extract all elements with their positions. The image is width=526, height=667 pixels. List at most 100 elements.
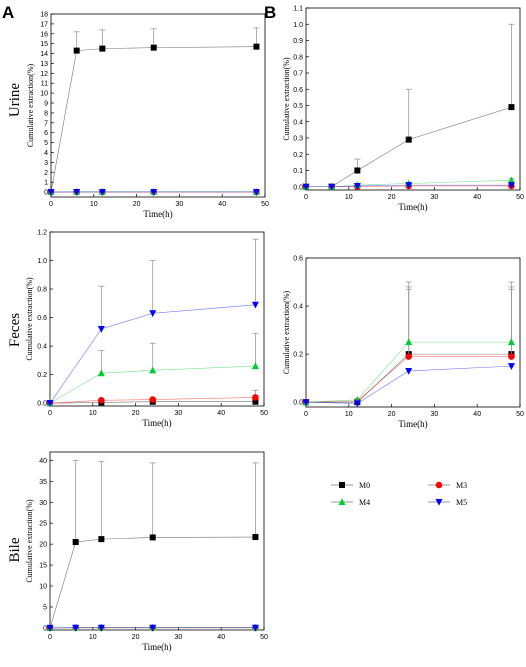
data-point [149,396,157,403]
series-m5 [302,182,515,191]
data-point [99,45,106,52]
legend-label: M3 [456,481,467,490]
y-tick-label: 8 [44,110,48,117]
series-m5 [47,188,260,196]
y-tick-label: 0.8 [37,287,47,294]
data-point [252,188,260,196]
y-tick-label: 16 [40,31,48,38]
y-tick-label: 15 [39,563,47,570]
y-tick-label: 0.2 [37,372,47,379]
data-point [405,353,413,360]
data-point [47,189,55,196]
x-axis-label: Time(h) [142,418,171,428]
x-tick-label: 40 [218,201,226,208]
data-point [73,188,81,196]
data-point [302,399,310,406]
legend-item-m3: M3 [428,481,467,490]
data-point [149,366,157,374]
chart-a-urine: 0 10 20 30 40 500123456789101112131415161718T… [26,12,269,220]
x-tick-label: 30 [176,201,184,208]
plot-area: 0 10 20 30 40 500123456789101112131415161718T… [25,6,524,653]
x-tick-label: 50 [261,201,269,208]
y-tick-label: 18 [40,12,48,19]
x-tick-label: 0 [48,410,52,417]
y-tick-label: 0.6 [293,256,303,263]
x-tick-label: 0 [48,634,52,641]
legend-marker [339,482,345,488]
data-point [251,362,259,370]
series-line [50,46,257,193]
data-point [405,136,412,143]
data-point [252,398,259,405]
y-tick-label: 0.0 [293,400,303,407]
y-tick-label: 0 [43,625,47,632]
x-tick-label: 30 [175,634,183,641]
data-point [507,338,515,346]
plot-frame [305,257,521,408]
plot-frame [50,13,266,198]
data-point [354,167,361,174]
y-tick-label: 0.2 [293,152,303,159]
data-point [405,338,413,346]
y-axis-label: Cumulative extraction(%) [26,64,35,148]
x-tick-label: 10 [345,194,353,201]
y-tick-label: 10 [39,584,47,591]
legend-label: M5 [456,498,467,507]
series-m5 [46,624,259,632]
data-point [302,183,310,191]
data-point [405,182,413,189]
data-point [98,188,106,196]
x-tick-label: 20 [132,410,140,417]
row-label-feces: Feces [7,313,23,347]
y-tick-label: 0.4 [37,344,47,351]
y-tick-label: 5 [44,140,48,147]
y-tick-label: 1.2 [37,230,47,237]
y-tick-label: 6 [44,130,48,137]
data-point [149,624,157,632]
chart-b-urine: 0 10 20 30 40 50 0.0 0.1 0.2 0.3 0.4 0.5 0.6 0.7 0.8 0.… [282,6,524,213]
legend-marker [338,498,346,505]
panel-label-a: A [2,3,14,22]
data-point [251,301,259,309]
data-point [353,182,361,190]
data-point [251,624,259,632]
x-tick-label: 10 [345,411,353,418]
data-point [508,353,515,360]
series-m5 [46,238,259,407]
legend-item-m5: M5 [428,498,467,507]
y-tick-label: 13 [40,61,48,68]
data-point [150,188,158,196]
y-tick-label: 0.3 [293,136,303,143]
legend-label: M0 [359,481,370,490]
y-tick-label: 0.0 [293,184,303,191]
data-point [72,539,79,546]
x-tick-label: 50 [516,411,524,418]
x-tick-label: 0 [304,411,308,418]
y-tick-label: 0.5 [293,103,303,110]
plot-frame [305,7,521,191]
data-point [508,104,515,111]
x-tick-label: 10 [89,634,97,641]
series-line [305,356,512,403]
x-tick-label: 10 [89,410,97,417]
x-tick-label: 40 [473,194,481,201]
y-tick-label: 35 [39,479,47,486]
data-point [46,624,54,632]
y-tick-label: 0.9 [293,38,303,45]
series-m0 [48,27,260,196]
plot-frame [49,451,265,631]
series-line [49,536,256,628]
y-tick-label: 20 [39,542,47,549]
y-tick-label: 15 [40,41,48,48]
row-label-urine: Urine [7,83,23,117]
series-line [305,365,512,404]
y-tick-label: 12 [40,71,48,78]
data-point [97,369,105,377]
y-tick-label: 17 [40,21,48,28]
data-point [46,400,54,407]
x-tick-label: 50 [260,634,268,641]
data-point [328,183,336,191]
plot-frame [49,231,265,407]
legend-label: M4 [359,498,370,507]
data-point [405,367,413,375]
